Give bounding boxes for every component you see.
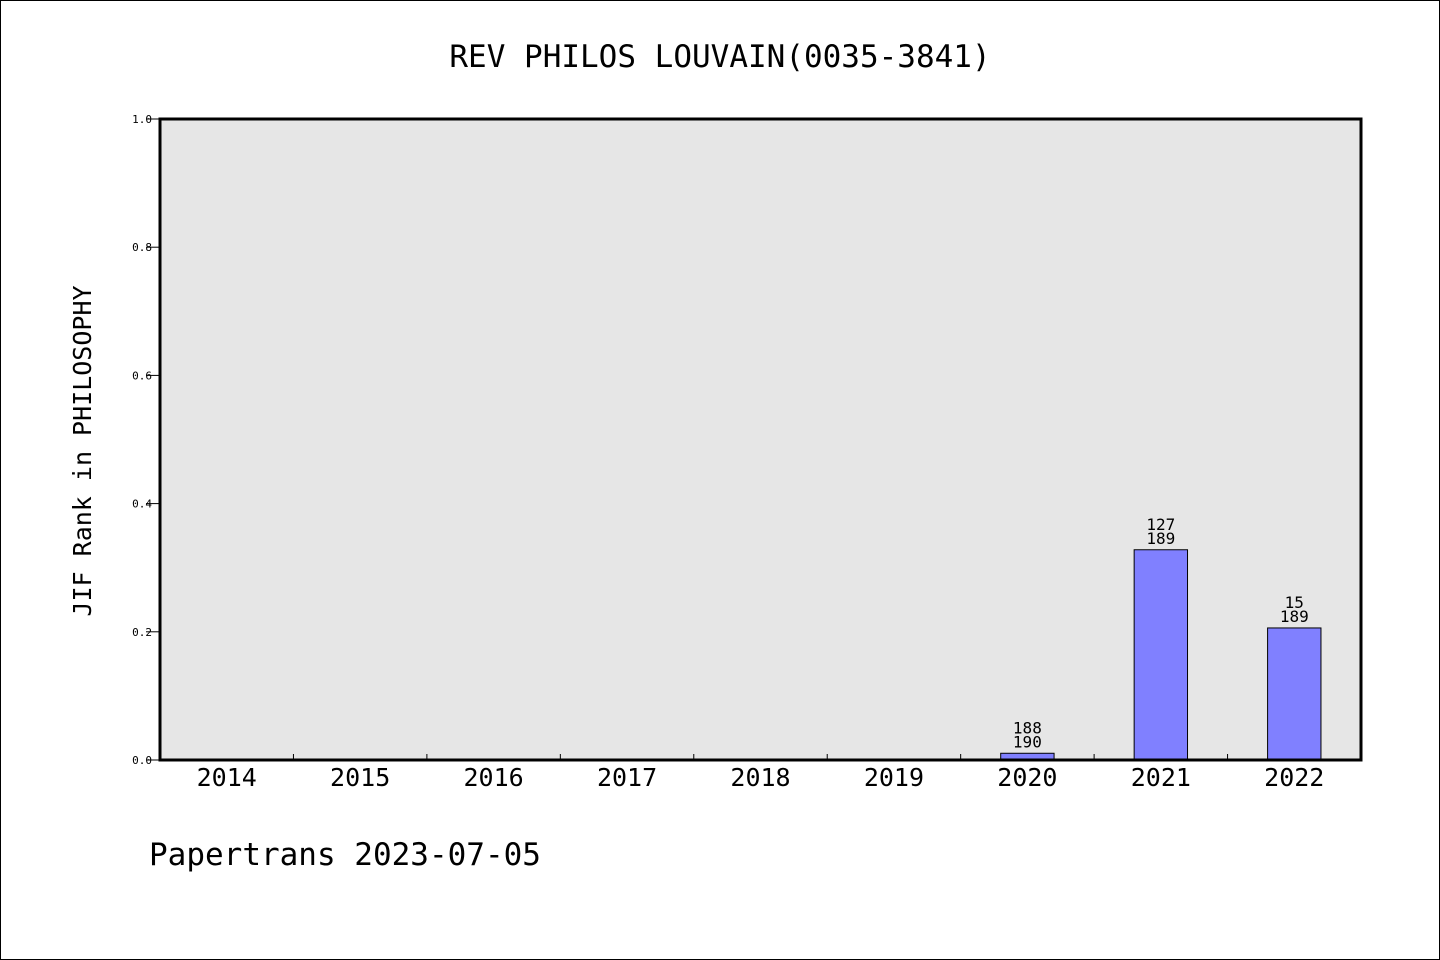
x-tick-label: 2020: [997, 763, 1057, 792]
y-tick-label: 1.0: [132, 113, 152, 126]
y-tick-label: 0.8: [132, 241, 152, 254]
bar-total-label: 189: [1280, 607, 1309, 626]
chart-title: REV PHILOS LOUVAIN(0035-3841): [449, 39, 990, 75]
y-tick-label: 0.2: [132, 626, 152, 639]
bar-total-label: 190: [1013, 732, 1042, 751]
bar-rank-label: 15: [1285, 593, 1304, 612]
x-tick-label: 2015: [330, 763, 390, 792]
x-tick-label: 2021: [1131, 763, 1191, 792]
bar: [1133, 549, 1189, 761]
x-tick-label: 2018: [730, 763, 790, 792]
bar-total-label: 189: [1146, 529, 1175, 548]
x-axis-tick-labels: 2014 2015 2016 2017 2018 2019 2020 2021 2022: [197, 763, 1325, 792]
x-tick-label: 2019: [864, 763, 924, 792]
x-tick-label: 2016: [464, 763, 524, 792]
footer-text: Papertrans 2023-07-05: [149, 837, 541, 873]
bars-group: [1000, 549, 1322, 761]
x-tick-label: 2022: [1264, 763, 1324, 792]
y-axis-ticks: 0.0 0.2 0.4 0.6 0.8 1.0: [132, 113, 160, 767]
x-tick-label: 2014: [197, 763, 257, 792]
bar-rank-label: 188: [1013, 718, 1042, 737]
x-tick-label: 2017: [597, 763, 657, 792]
y-tick-label: 0.0: [132, 754, 152, 767]
y-tick-label: 0.6: [132, 369, 152, 382]
bar-rank-label: 127: [1146, 515, 1175, 534]
plot-border: [158, 117, 1363, 762]
y-tick-label: 0.4: [132, 498, 152, 511]
bar: [1267, 627, 1322, 761]
y-axis-label: JIF Rank in PHILOSOPHY: [68, 285, 97, 616]
